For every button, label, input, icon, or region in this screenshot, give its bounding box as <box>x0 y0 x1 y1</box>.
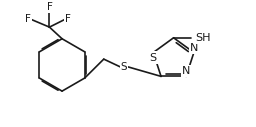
Text: SH: SH <box>195 33 210 43</box>
Text: S: S <box>121 62 127 72</box>
Text: N: N <box>182 66 190 76</box>
Text: F: F <box>25 14 31 24</box>
Text: N: N <box>190 43 198 53</box>
Text: F: F <box>47 2 52 12</box>
Text: S: S <box>150 53 157 62</box>
Text: F: F <box>65 14 71 24</box>
